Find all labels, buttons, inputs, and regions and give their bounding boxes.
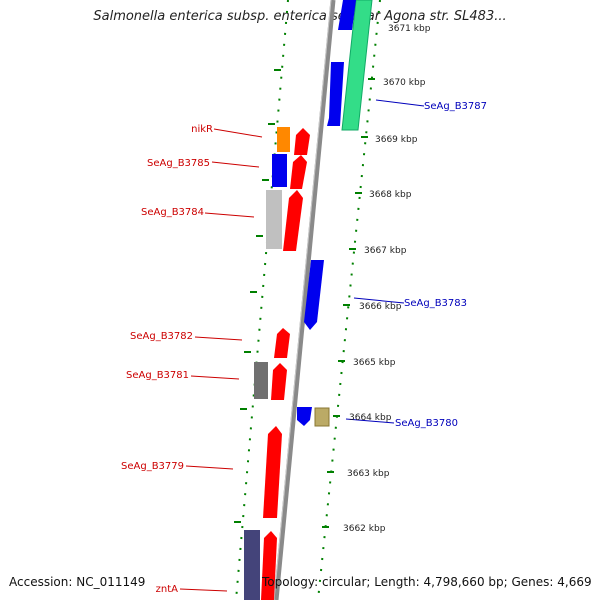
label-leaders <box>179 99 425 592</box>
gene-b3783[interactable] <box>304 260 324 330</box>
gene-label-b3781[interactable]: SeAg_B3781 <box>126 370 189 381</box>
ruler-label-3665: 3665 kbp <box>353 358 396 368</box>
gene-label-b3787[interactable]: SeAg_B3787 <box>424 101 487 112</box>
gene-b3782[interactable] <box>274 328 290 358</box>
genome-backbone <box>273 0 336 600</box>
ruler-label-3668: 3668 kbp <box>369 190 412 200</box>
left-dotted-guide <box>235 0 289 600</box>
ruler-label-3671: 3671 kbp <box>388 24 431 34</box>
ruler-ticks <box>234 69 375 528</box>
ruler-label-3670: 3670 kbp <box>383 78 426 88</box>
gene-label-b3783[interactable]: SeAg_B3783 <box>404 298 467 309</box>
ruler-label-3663: 3663 kbp <box>347 469 390 479</box>
gene-reverse-3664[interactable] <box>297 407 312 426</box>
gene-label-b3782[interactable]: SeAg_B3782 <box>130 331 193 342</box>
ruler-label-3669: 3669 kbp <box>375 135 418 145</box>
gene-reverse-3670[interactable] <box>327 62 344 126</box>
gene-label-b3780[interactable]: SeAg_B3780 <box>395 418 458 429</box>
gene-forward-nikR[interactable] <box>294 128 310 155</box>
gene-top-reverse[interactable] <box>338 0 356 30</box>
accession-text: Accession: NC_011149 <box>9 575 146 589</box>
gene-forward-b3785[interactable] <box>290 155 307 189</box>
gene-b3785[interactable] <box>272 154 287 187</box>
gene-label-zntA[interactable]: zntA <box>156 584 179 595</box>
genome-title: Salmonella enterica subsp. enterica sero… <box>93 9 507 24</box>
ruler-label-3662: 3662 kbp <box>343 524 386 534</box>
gene-b3780[interactable] <box>314 407 330 427</box>
ruler-label-3666: 3666 kbp <box>359 302 402 312</box>
gene-zntA[interactable] <box>261 531 277 600</box>
gene-b3779[interactable] <box>263 426 282 518</box>
gene-b3781[interactable] <box>271 363 287 400</box>
gene-b3781-grey[interactable] <box>254 362 268 399</box>
gene-nikR[interactable] <box>277 127 290 152</box>
right-dotted-guide <box>317 0 381 600</box>
gene-label-b3784[interactable]: SeAg_B3784 <box>141 207 204 218</box>
ruler-label-3664: 3664 kbp <box>349 413 392 423</box>
gene-b3784-grey[interactable] <box>266 190 282 249</box>
gene-label-nikR[interactable]: nikR <box>191 124 213 135</box>
gene-b3784[interactable] <box>283 190 303 251</box>
gene-purple[interactable] <box>244 530 260 600</box>
gene-label-b3779[interactable]: SeAg_B3779 <box>121 461 184 472</box>
gene-label-b3785[interactable]: SeAg_B3785 <box>147 158 210 169</box>
topology-text: Topology: circular; Length: 4,798,660 bp… <box>262 575 592 589</box>
gene-b3787-block[interactable] <box>341 0 373 131</box>
ruler-label-3667: 3667 kbp <box>364 246 407 256</box>
